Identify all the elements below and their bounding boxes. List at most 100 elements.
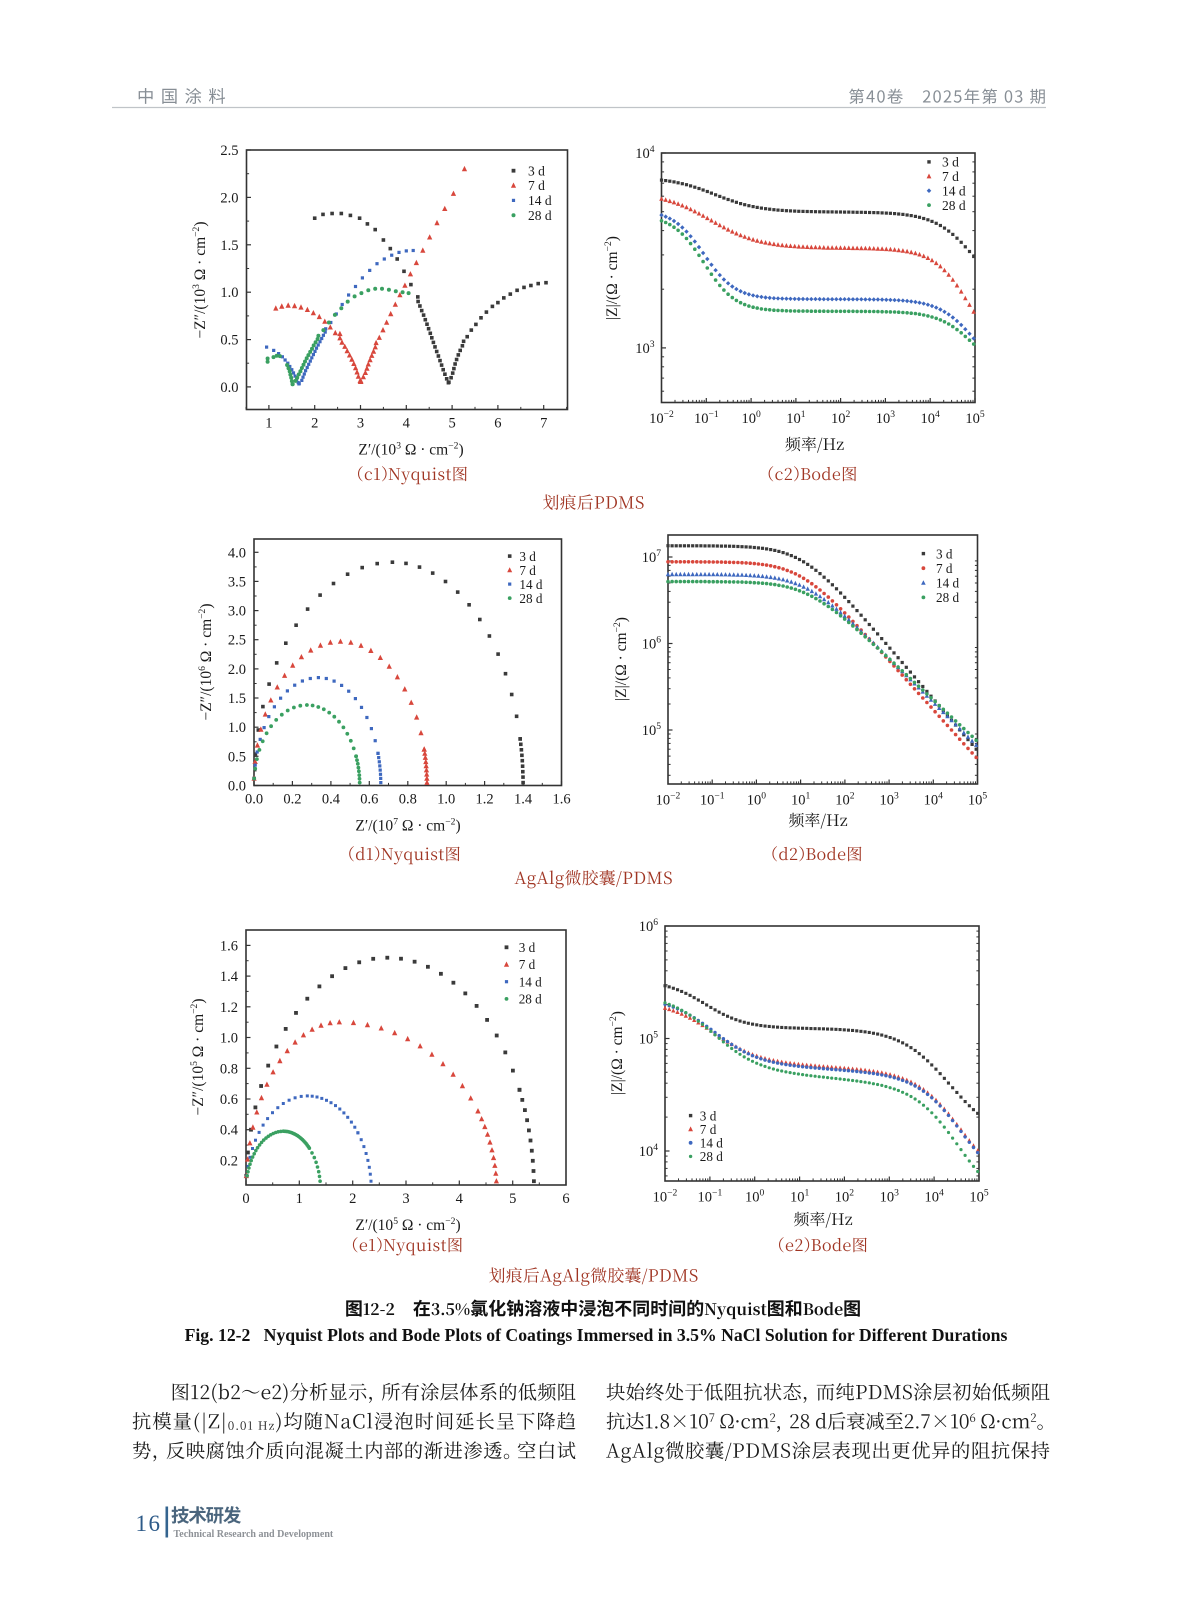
svg-text:1.6: 1.6: [220, 938, 238, 954]
svg-text:103: 103: [635, 339, 655, 357]
svg-text:1: 1: [296, 1191, 303, 1207]
svg-text:28 d: 28 d: [942, 198, 966, 213]
svg-text:2.0: 2.0: [228, 662, 246, 678]
svg-text:10−2: 10−2: [656, 791, 681, 809]
svg-text:7 d: 7 d: [519, 957, 536, 972]
svg-text:1.0: 1.0: [220, 1031, 238, 1047]
svg-text:3.5: 3.5: [228, 574, 246, 590]
svg-text:5: 5: [509, 1191, 516, 1207]
svg-text:3 d: 3 d: [519, 940, 536, 955]
svg-text:101: 101: [791, 791, 811, 809]
svg-text:102: 102: [831, 409, 851, 427]
svg-text:1.0: 1.0: [437, 792, 455, 808]
svg-text:1.0: 1.0: [228, 720, 246, 736]
svg-text:106: 106: [639, 917, 659, 935]
svg-text:3 d: 3 d: [700, 1108, 717, 1123]
svg-text:Technical Research and Develop: Technical Research and Development: [174, 1529, 334, 1540]
svg-text:102: 102: [835, 791, 855, 809]
svg-text:0: 0: [242, 1191, 249, 1207]
svg-text:0.0: 0.0: [220, 380, 238, 396]
svg-text:0.2: 0.2: [220, 1153, 238, 1169]
svg-text:7 d: 7 d: [519, 563, 536, 578]
svg-text:6: 6: [494, 416, 501, 432]
svg-text:16: 16: [136, 1511, 162, 1536]
svg-text:101: 101: [790, 1188, 810, 1206]
svg-text:3 d: 3 d: [528, 163, 545, 178]
svg-text:106: 106: [642, 635, 662, 653]
svg-text:0.4: 0.4: [322, 792, 341, 808]
svg-text:4: 4: [456, 1191, 464, 1207]
svg-text:104: 104: [921, 409, 941, 427]
svg-text:3 d: 3 d: [936, 546, 953, 561]
svg-text:28 d: 28 d: [700, 1149, 723, 1164]
svg-text:28 d: 28 d: [519, 992, 542, 1007]
svg-text:3.0: 3.0: [228, 604, 246, 620]
svg-text:0.8: 0.8: [220, 1061, 238, 1077]
svg-text:0.8: 0.8: [399, 792, 417, 808]
svg-text:7 d: 7 d: [936, 561, 953, 576]
svg-text:102: 102: [835, 1188, 855, 1206]
svg-text:7: 7: [540, 416, 547, 432]
svg-text:101: 101: [786, 409, 806, 427]
svg-text:1.4: 1.4: [514, 792, 533, 808]
svg-text:4.0: 4.0: [228, 545, 246, 561]
svg-text:100: 100: [745, 1188, 765, 1206]
svg-text:28 d: 28 d: [936, 590, 959, 605]
svg-text:0.6: 0.6: [220, 1092, 238, 1108]
svg-text:107: 107: [642, 548, 662, 566]
svg-text:104: 104: [924, 1188, 944, 1206]
svg-text:10−1: 10−1: [698, 1188, 723, 1206]
svg-text:1.4: 1.4: [220, 969, 239, 985]
svg-text:1.6: 1.6: [552, 792, 570, 808]
svg-text:105: 105: [969, 1188, 989, 1206]
svg-text:−Z″/(103 Ω · cm−2): −Z″/(103 Ω · cm−2): [191, 221, 209, 338]
svg-text:100: 100: [747, 791, 767, 809]
svg-text:7 d: 7 d: [942, 169, 959, 184]
svg-text:0.0: 0.0: [245, 792, 263, 808]
svg-text:Z′/(107 Ω · cm−2): Z′/(107 Ω · cm−2): [355, 817, 460, 835]
svg-text:7 d: 7 d: [700, 1122, 717, 1137]
svg-text:7 d: 7 d: [528, 178, 545, 193]
svg-text:100: 100: [741, 409, 761, 427]
svg-text:105: 105: [965, 409, 985, 427]
svg-text:0.2: 0.2: [283, 792, 301, 808]
svg-text:14 d: 14 d: [700, 1136, 723, 1151]
svg-text:105: 105: [642, 721, 662, 739]
svg-text:14 d: 14 d: [942, 183, 966, 198]
svg-text:3 d: 3 d: [519, 549, 536, 564]
svg-text:14 d: 14 d: [519, 577, 542, 592]
svg-text:1.5: 1.5: [220, 238, 238, 254]
svg-text:−Z″/(105 Ω · cm−2): −Z″/(105 Ω · cm−2): [189, 998, 207, 1115]
svg-text:|Z|/(Ω · cm−2): |Z|/(Ω · cm−2): [612, 617, 630, 701]
svg-text:Fig. 12-2 Nyquist Plots and: Fig. 12-2 Nyquist Plots and Bode Plots o…: [185, 1325, 1008, 1345]
svg-text:0.5: 0.5: [228, 749, 246, 765]
svg-text:103: 103: [880, 1188, 900, 1206]
svg-text:1: 1: [265, 416, 272, 432]
svg-text:14 d: 14 d: [519, 974, 542, 989]
svg-text:Z′/(103 Ω · cm−2): Z′/(103 Ω · cm−2): [358, 441, 463, 459]
svg-text:3 d: 3 d: [942, 155, 959, 170]
svg-text:105: 105: [639, 1030, 659, 1048]
svg-text:|Z|/(Ω · cm−2): |Z|/(Ω · cm−2): [603, 236, 621, 320]
svg-text:2: 2: [349, 1191, 356, 1207]
svg-text:4: 4: [403, 416, 411, 432]
svg-text:104: 104: [639, 1142, 659, 1160]
svg-text:0.5: 0.5: [220, 333, 238, 349]
svg-text:104: 104: [924, 791, 944, 809]
svg-text:|Z|/(Ω · cm−2): |Z|/(Ω · cm−2): [608, 1011, 626, 1095]
svg-text:5: 5: [448, 416, 455, 432]
svg-text:103: 103: [876, 409, 896, 427]
svg-text:14 d: 14 d: [528, 193, 552, 208]
svg-text:103: 103: [879, 791, 899, 809]
svg-text:28 d: 28 d: [528, 208, 552, 223]
svg-text:1.2: 1.2: [220, 1000, 238, 1016]
svg-text:1.0: 1.0: [220, 285, 238, 301]
svg-text:3: 3: [357, 416, 364, 432]
svg-text:10−2: 10−2: [649, 409, 674, 427]
svg-text:0.6: 0.6: [360, 792, 378, 808]
svg-text:0.0: 0.0: [228, 779, 246, 795]
svg-text:2.5: 2.5: [228, 633, 246, 649]
svg-text:2.0: 2.0: [220, 190, 238, 206]
svg-text:14 d: 14 d: [936, 576, 959, 591]
svg-text:10−2: 10−2: [653, 1188, 678, 1206]
